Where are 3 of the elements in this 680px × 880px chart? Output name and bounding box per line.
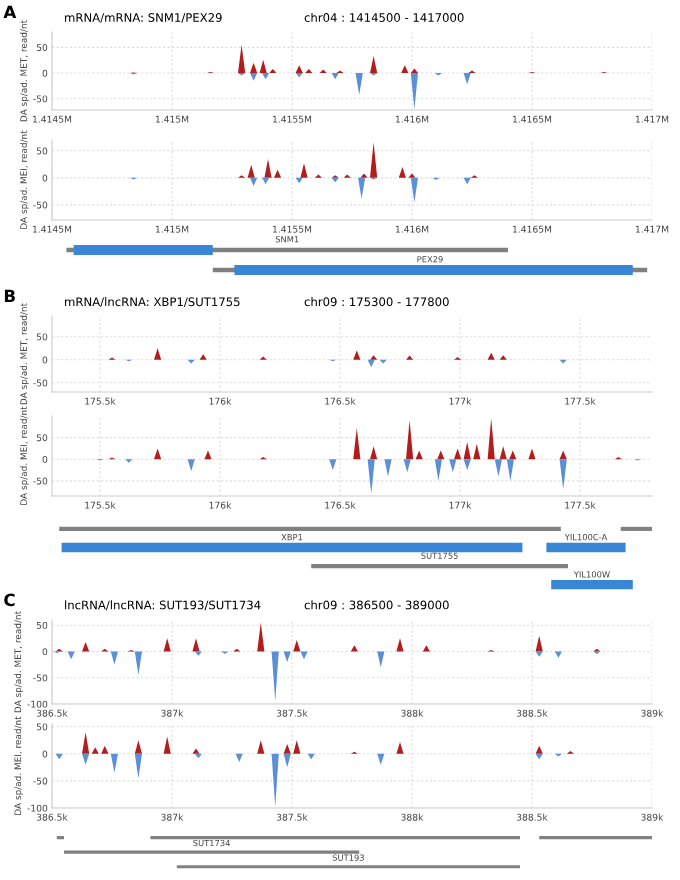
text: A: [3, 5, 17, 18]
text: B: [4, 289, 15, 302]
text: C: [4, 593, 15, 607]
